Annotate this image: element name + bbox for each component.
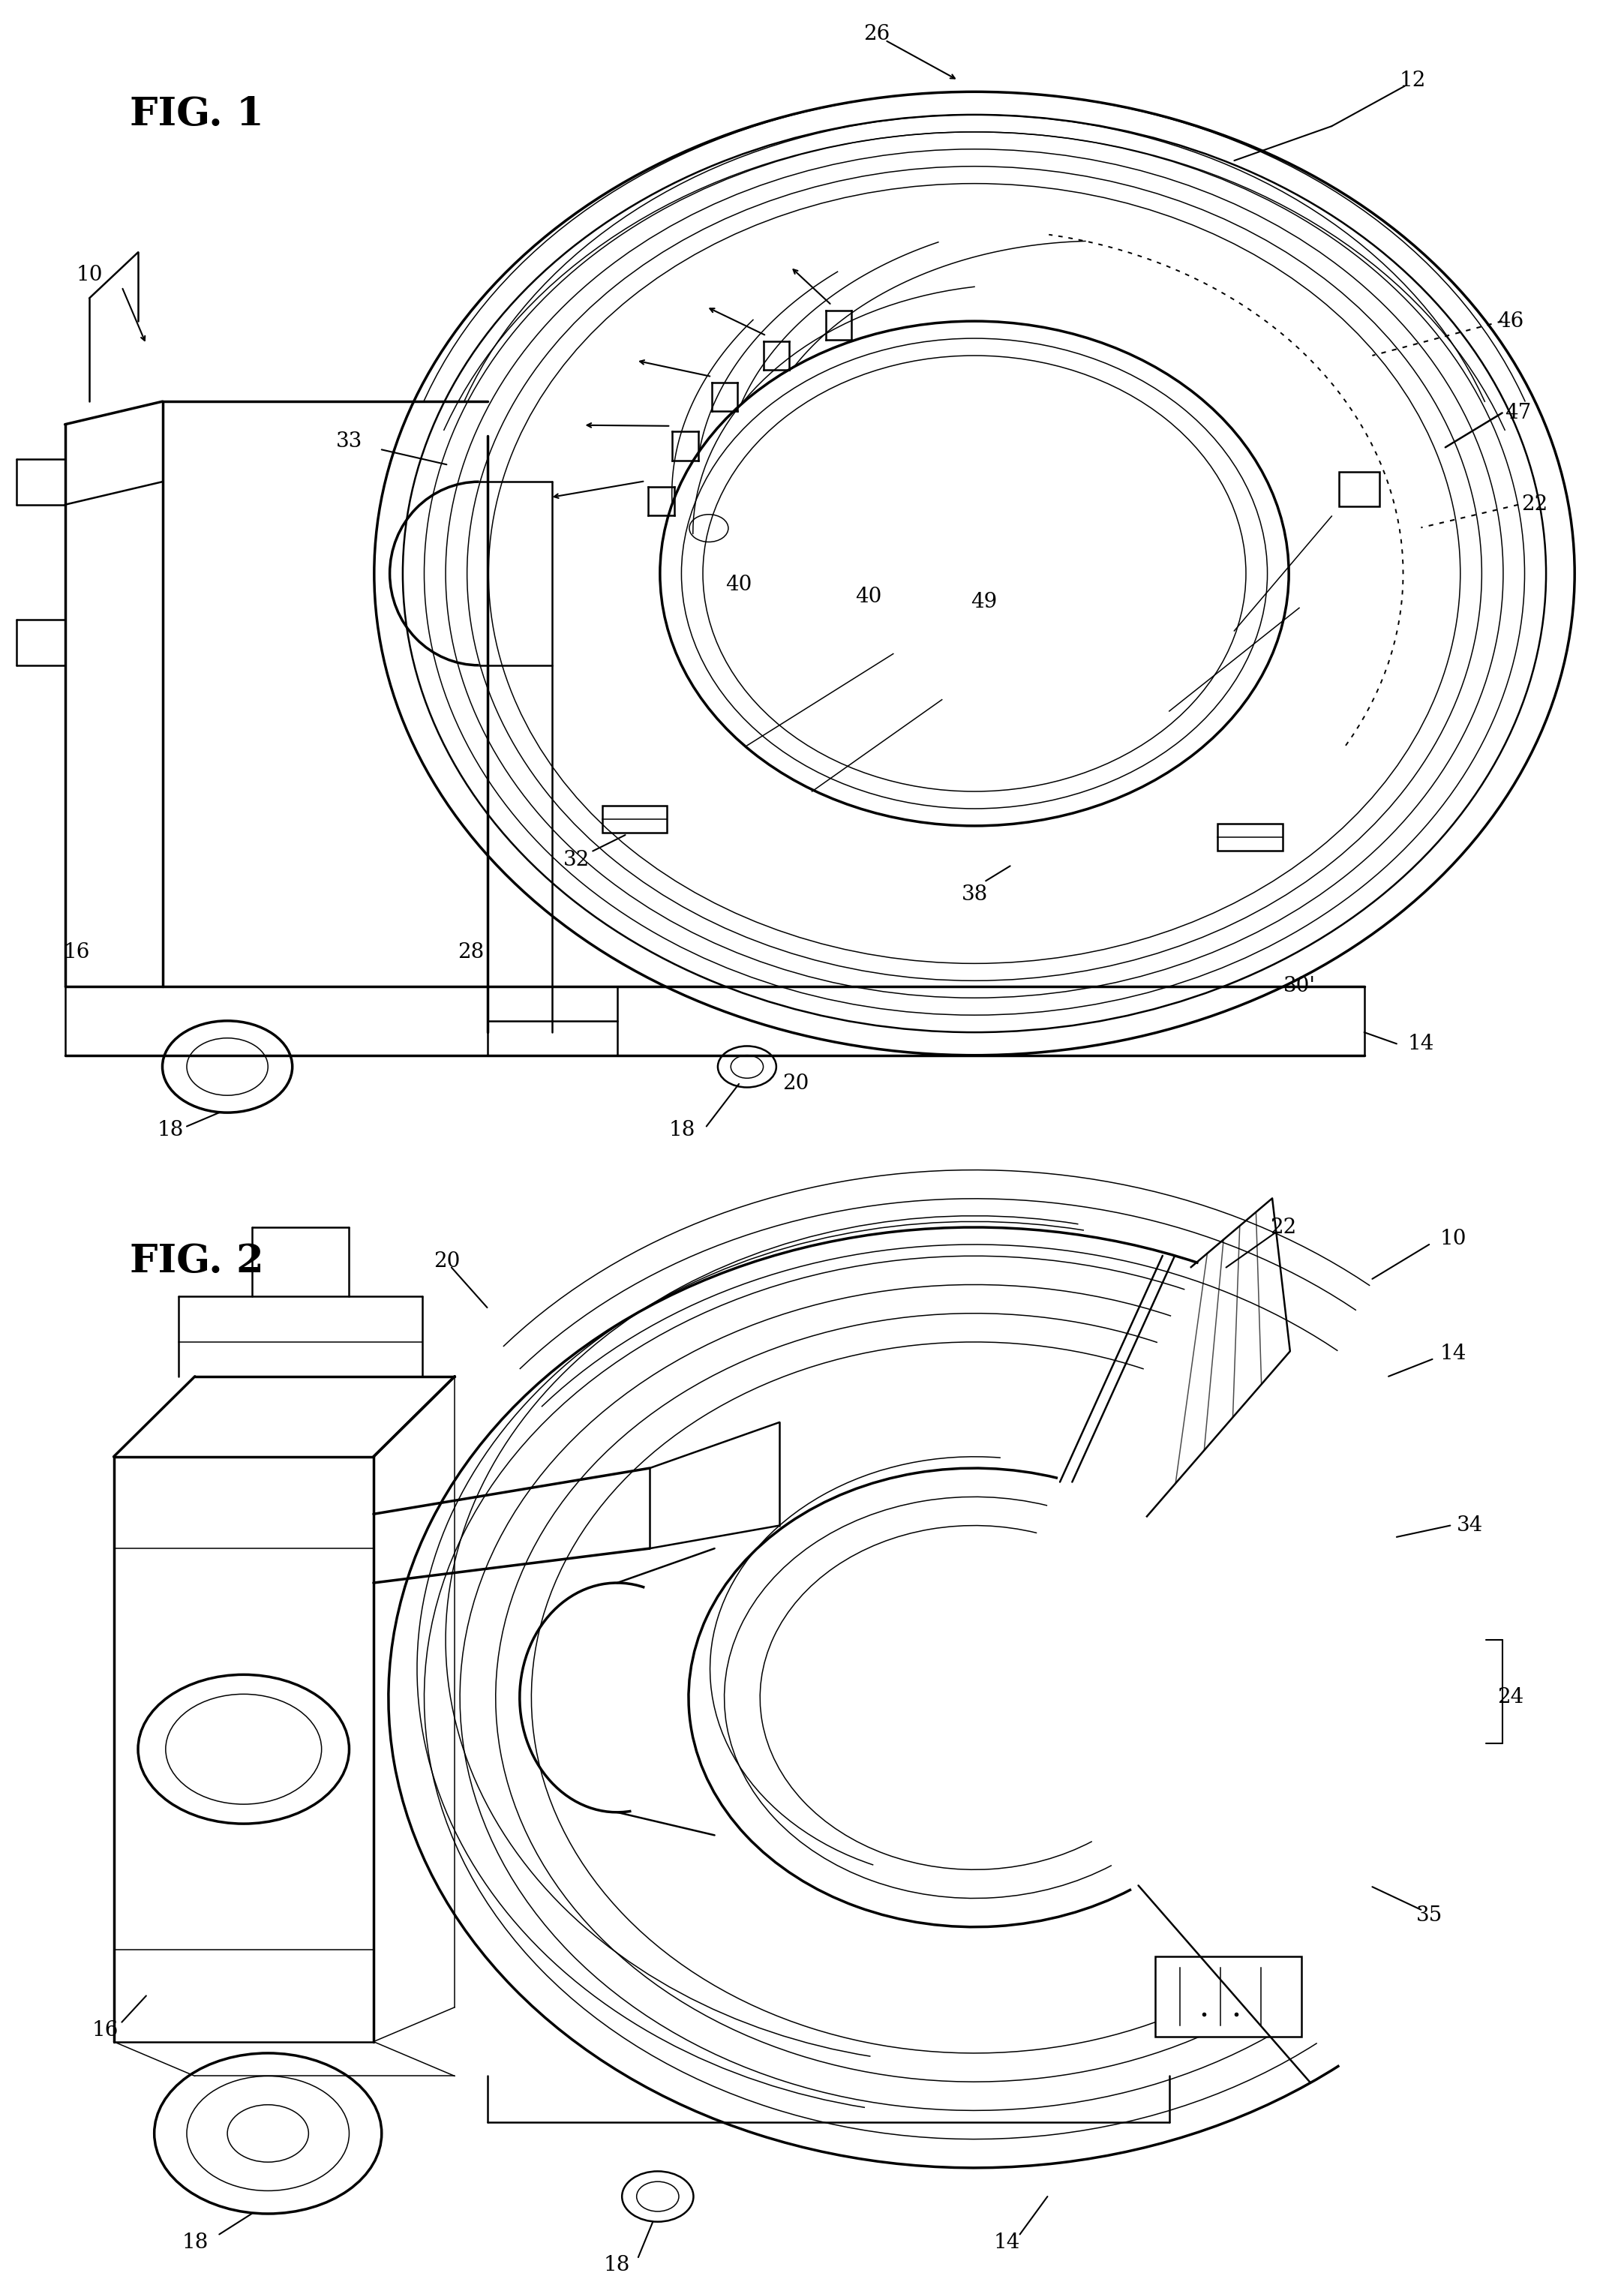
Text: 14: 14 <box>1440 1344 1466 1363</box>
Text: 26: 26 <box>864 25 890 44</box>
Text: 35: 35 <box>1416 1906 1442 1925</box>
Text: 49: 49 <box>971 592 997 612</box>
Text: 20: 20 <box>434 1253 460 1271</box>
Text: 22: 22 <box>1522 496 1548 514</box>
Text: 30': 30' <box>1283 977 1315 996</box>
Text: 18: 18 <box>182 2232 208 2253</box>
Bar <box>1218 824 1283 851</box>
Bar <box>1155 1957 1301 2037</box>
Text: 16: 16 <box>63 943 89 961</box>
Text: FIG. 1: FIG. 1 <box>130 96 265 133</box>
Text: 12: 12 <box>1400 71 1426 89</box>
Text: 34: 34 <box>1457 1516 1483 1535</box>
Text: 47: 47 <box>1505 404 1531 422</box>
Text: 28: 28 <box>458 943 484 961</box>
Text: 38: 38 <box>961 885 987 904</box>
Text: 10: 10 <box>1440 1230 1466 1248</box>
Text: FIG. 2: FIG. 2 <box>130 1243 265 1280</box>
Text: 14: 14 <box>994 2232 1020 2253</box>
Text: 33: 33 <box>336 431 362 452</box>
Text: 32: 32 <box>564 851 590 869</box>
Text: 40: 40 <box>726 576 752 594</box>
Text: 18: 18 <box>604 2255 630 2276</box>
Text: 10: 10 <box>76 266 102 284</box>
Text: 24: 24 <box>1497 1688 1523 1707</box>
Text: 16: 16 <box>93 2021 119 2039</box>
Bar <box>1338 473 1379 507</box>
Text: 40: 40 <box>856 587 882 606</box>
Text: 14: 14 <box>1408 1035 1434 1053</box>
Bar <box>603 805 667 833</box>
Text: 18: 18 <box>158 1119 184 1140</box>
Text: 20: 20 <box>783 1074 809 1094</box>
Text: 18: 18 <box>669 1119 695 1140</box>
Text: 22: 22 <box>1270 1218 1296 1236</box>
Text: 46: 46 <box>1497 312 1523 330</box>
